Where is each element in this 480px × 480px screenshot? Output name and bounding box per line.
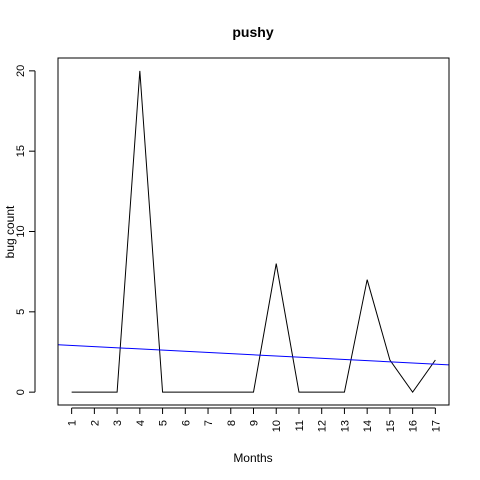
y-tick-label-10: 10 [15, 225, 27, 237]
data-line-series-1 [71, 70, 436, 394]
x-tick-label-2: 2 [89, 420, 101, 426]
x-tick-label-9: 9 [249, 420, 261, 426]
x-tick-label-1: 1 [67, 420, 79, 426]
x-tick-label-16: 16 [408, 420, 420, 432]
x-tick-label-6: 6 [180, 420, 192, 426]
x-tick-label-5: 5 [158, 420, 170, 426]
trend-line [57, 344, 450, 366]
x-tick-label-13: 13 [339, 420, 351, 432]
x-tick-label-4: 4 [135, 420, 147, 426]
chart-title: pushy [232, 24, 273, 40]
x-axis-title: Months [233, 451, 272, 465]
x-tick-label-12: 12 [317, 420, 329, 432]
y-tick-label-15: 15 [15, 145, 27, 157]
x-tick-label-14: 14 [362, 420, 374, 432]
y-tick-label-5: 5 [15, 309, 27, 315]
x-tick-label-15: 15 [385, 420, 397, 432]
x-tick-label-8: 8 [226, 420, 238, 426]
x-tick-label-17: 17 [430, 420, 442, 432]
y-axis-title: bug count [3, 205, 17, 258]
y-tick-label-20: 20 [15, 65, 27, 77]
x-tick-label-3: 3 [112, 420, 124, 426]
x-tick-label-10: 10 [271, 420, 283, 432]
x-tick-label-11: 11 [294, 420, 306, 431]
y-tick-label-0: 0 [15, 389, 27, 395]
x-tick-label-7: 7 [203, 420, 215, 426]
plot-frame [57, 57, 450, 406]
